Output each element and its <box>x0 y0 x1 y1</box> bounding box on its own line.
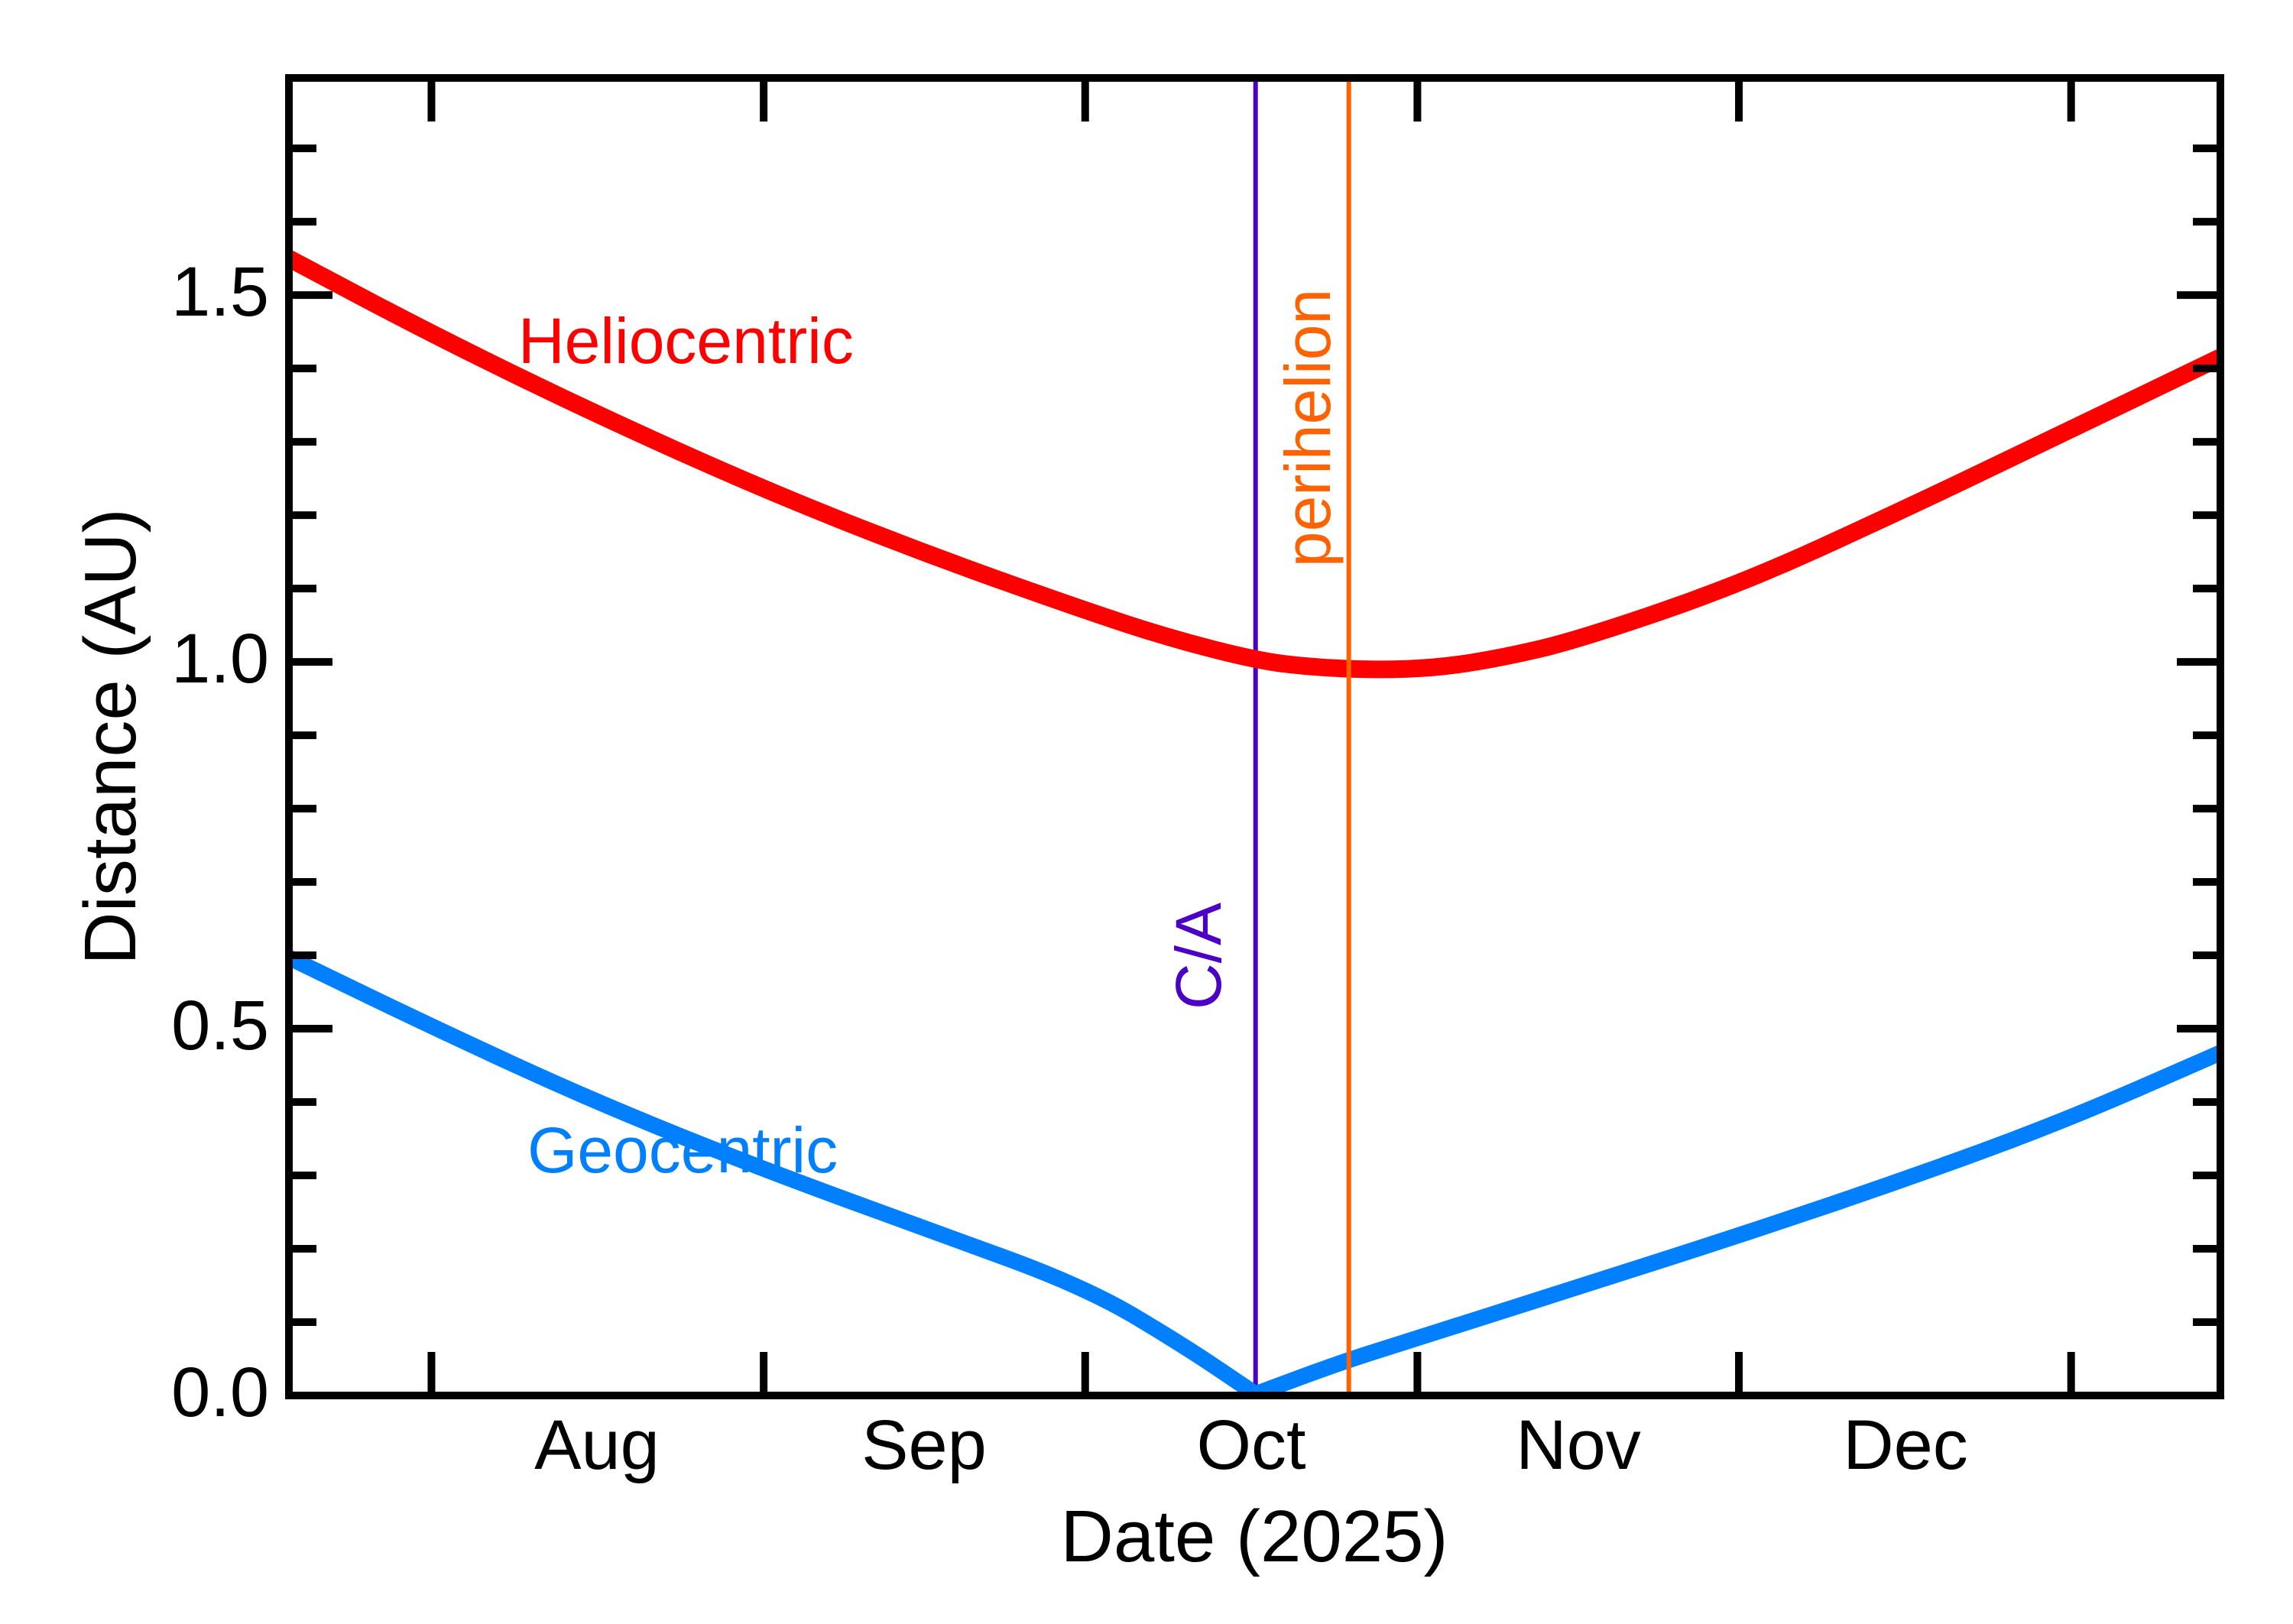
closest-approach-label: C/A <box>1163 902 1234 1010</box>
plot-frame <box>285 74 2224 1399</box>
x-tick-label-nov: Nov <box>1516 1406 1641 1484</box>
geocentric-curve-label: Geocentric <box>527 1114 838 1186</box>
x-axis-title: Date (2025) <box>1060 1496 1448 1577</box>
y-tick-label-1p0: 1.0 <box>171 620 269 698</box>
heliocentric-curve <box>293 250 2217 679</box>
y-tick-label-0p0: 0.0 <box>171 1353 269 1431</box>
geocentric-curve <box>293 950 1260 1392</box>
y-tick-label-1p5: 1.5 <box>171 253 269 331</box>
y-tick-label-0p5: 0.5 <box>171 987 269 1065</box>
x-tick-label-aug: Aug <box>534 1406 660 1484</box>
geocentric-curve <box>1253 1045 2217 1392</box>
x-tick-label-dec: Dec <box>1843 1406 1968 1484</box>
heliocentric-curve-label: Heliocentric <box>518 305 854 377</box>
y-axis-title: Distance (AU) <box>70 508 151 965</box>
x-tick-label-sep: Sep <box>861 1406 987 1484</box>
perihelion-label: perihelion <box>1272 288 1344 568</box>
x-tick-label-oct: Oct <box>1196 1406 1306 1484</box>
